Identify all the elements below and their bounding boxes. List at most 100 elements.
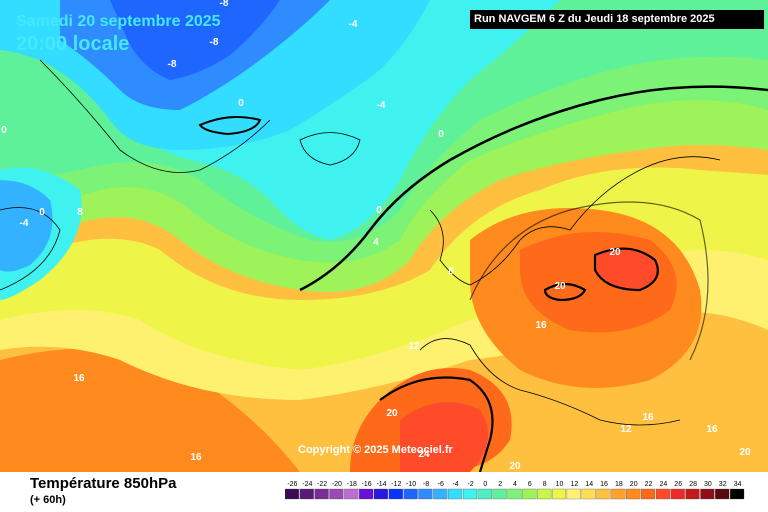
contour-label: 16 bbox=[706, 424, 718, 435]
temperature-map: -8 -8 -8 -4 -4 -4 0 0 0 0 0 4 8 8 12 12 16 16 16 16 16 20 20 20… bbox=[0, 0, 768, 472]
legend-swatch bbox=[715, 488, 730, 500]
legend-value: -2 bbox=[467, 481, 473, 488]
legend-value: -16 bbox=[362, 481, 372, 488]
legend-value: -10 bbox=[406, 481, 416, 488]
cold-west-blue bbox=[0, 180, 53, 272]
legend-value: 30 bbox=[704, 481, 712, 488]
forecast-date: Samedi 20 septembre 2025 bbox=[16, 13, 221, 30]
contour-label: 16 bbox=[535, 320, 547, 331]
contour-label: 16 bbox=[642, 412, 654, 423]
legend-swatch bbox=[655, 488, 670, 500]
legend-swatch bbox=[477, 488, 492, 500]
contour-twenty-b bbox=[543, 282, 587, 302]
legend-value: 28 bbox=[689, 481, 697, 488]
legend-swatch bbox=[418, 488, 433, 500]
legend-swatch bbox=[388, 488, 403, 500]
coastline-canada bbox=[0, 207, 61, 291]
legend-value: 26 bbox=[674, 481, 682, 488]
legend-value: 20 bbox=[630, 481, 638, 488]
legend-value: -26 bbox=[287, 481, 297, 488]
europe-hotspot bbox=[595, 248, 658, 290]
contour-label: 12 bbox=[620, 424, 632, 435]
legend-swatch bbox=[537, 488, 552, 500]
coastline-europe bbox=[429, 156, 721, 286]
legend-value: -20 bbox=[332, 481, 342, 488]
contour-label: -8 bbox=[220, 0, 229, 9]
copyright-text: Copyright © 2025 Meteociel.fr bbox=[298, 444, 453, 456]
legend-swatch bbox=[507, 488, 522, 500]
legend-value: -6 bbox=[438, 481, 444, 488]
contour-label: 16 bbox=[73, 373, 85, 384]
legend-swatch bbox=[700, 488, 715, 500]
legend-value: 10 bbox=[556, 481, 564, 488]
contour-labels: -8 -8 -8 -4 -4 -4 0 0 0 0 0 4 8 8 12 12 16 16 16 16 16 20 20 20… bbox=[1, 0, 751, 472]
legend-swatch bbox=[596, 488, 611, 500]
legend-swatch bbox=[359, 488, 374, 500]
color-scale-legend: -26 -24 -22 -20 -18 -16 -14 -12 -10 -8 -6 -4 -2 0 2 4 6 8… bbox=[285, 481, 745, 500]
legend-swatch bbox=[551, 488, 567, 500]
contour-twenty-c bbox=[379, 376, 494, 472]
legend-swatch bbox=[670, 488, 685, 500]
warm-band-sw bbox=[0, 348, 300, 472]
contour-twenty-a bbox=[593, 247, 659, 292]
contour-label: 20 bbox=[739, 447, 751, 458]
legend-swatch bbox=[522, 488, 537, 500]
legend-value: 0 bbox=[483, 481, 487, 488]
legend-value: 32 bbox=[719, 481, 727, 488]
contour-label: 8 bbox=[77, 207, 83, 218]
legend-value: -22 bbox=[317, 481, 327, 488]
legend-swatch bbox=[626, 488, 641, 500]
legend-value: 16 bbox=[600, 481, 608, 488]
contour-label: 0 bbox=[1, 125, 7, 136]
variable-name: Température 850hPa bbox=[30, 475, 177, 492]
legend-swatch bbox=[448, 488, 463, 500]
legend-value: -4 bbox=[452, 481, 458, 488]
contour-label: 20 bbox=[509, 461, 521, 472]
legend-value: 18 bbox=[615, 481, 623, 488]
contour-label: -4 bbox=[349, 19, 358, 30]
legend-swatch bbox=[314, 488, 329, 500]
contour-label: 20 bbox=[554, 281, 566, 292]
contour-label: 0 bbox=[238, 98, 244, 109]
legend-swatch bbox=[344, 488, 359, 500]
contour-label: -8 bbox=[210, 37, 219, 48]
coastline-mediterranean bbox=[419, 338, 681, 426]
contour-island-zero bbox=[198, 115, 262, 136]
contour-label: 4 bbox=[373, 237, 379, 248]
legend-value: 4 bbox=[513, 481, 517, 488]
contour-label: 0 bbox=[438, 129, 444, 140]
coastline-greenland bbox=[39, 59, 271, 173]
contour-label: 0 bbox=[376, 205, 382, 216]
legend-swatch bbox=[433, 488, 448, 500]
contour-label: 0 bbox=[39, 207, 45, 218]
contour-label: 20 bbox=[609, 247, 621, 258]
contour-label: -4 bbox=[377, 100, 386, 111]
footer-bar: Température 850hPa (+ 60h) -26 -24 -22 -20-… bbox=[0, 472, 768, 512]
contour-label: -8 bbox=[168, 59, 177, 70]
contour-label: 24 bbox=[418, 449, 430, 460]
legend-value: 6 bbox=[528, 481, 532, 488]
legend-swatch bbox=[299, 488, 314, 500]
legend-value: 34 bbox=[734, 481, 742, 488]
forecast-local-time: 20:00 locale bbox=[16, 33, 130, 55]
contour-label: -4 bbox=[20, 218, 29, 229]
legend-swatch bbox=[611, 488, 626, 500]
legend-swatch bbox=[640, 488, 656, 500]
legend-value: -14 bbox=[376, 481, 386, 488]
contour-label: 12 bbox=[408, 341, 420, 352]
legend-swatch bbox=[462, 488, 478, 500]
legend-swatch bbox=[285, 488, 299, 500]
legend-value: 8 bbox=[543, 481, 547, 488]
contour-zero bbox=[299, 85, 768, 292]
legend-value: -12 bbox=[391, 481, 401, 488]
legend-swatch bbox=[685, 488, 700, 500]
run-info-banner: Run NAVGEM 6 Z du Jeudi 18 septembre 202… bbox=[470, 10, 764, 29]
contour-label: 20 bbox=[386, 408, 398, 419]
legend-value: -8 bbox=[423, 481, 429, 488]
temperature-field: -8 -8 -8 -4 -4 -4 0 0 0 0 0 4 8 8 12 12 16 16 16 16 16 20 20 20… bbox=[0, 0, 768, 472]
contour-label: 16 bbox=[190, 452, 202, 463]
legend-value: 24 bbox=[660, 481, 668, 488]
legend-value: -24 bbox=[302, 481, 312, 488]
legend-value: -18 bbox=[347, 481, 357, 488]
